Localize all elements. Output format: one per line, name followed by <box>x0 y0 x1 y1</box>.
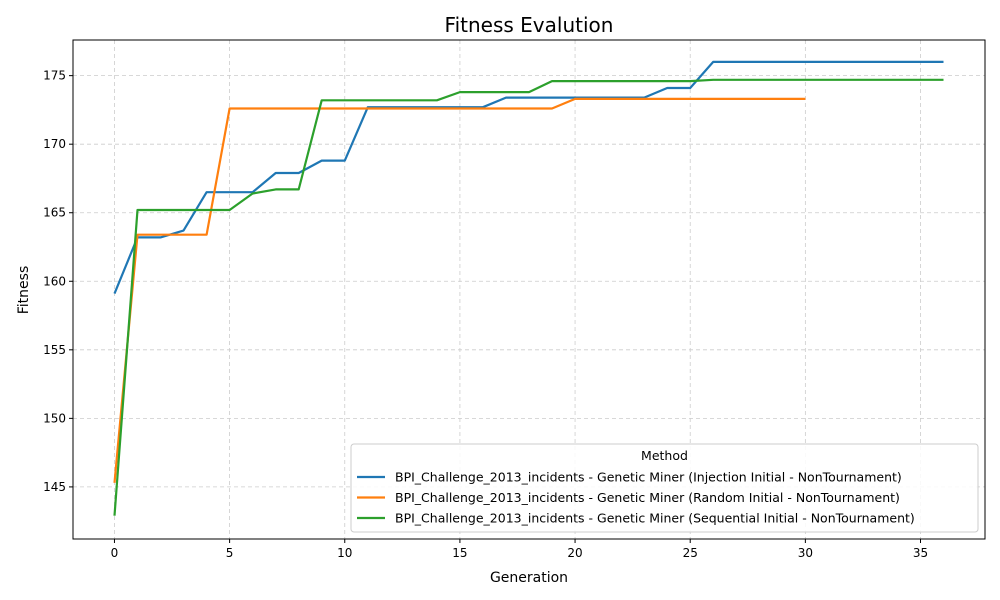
x-tick-label: 20 <box>567 546 582 560</box>
series-line-2 <box>113 97 806 483</box>
series-line-3 <box>113 78 944 516</box>
y-tick-label: 145 <box>43 480 66 494</box>
x-tick-label: 35 <box>913 546 928 560</box>
legend-box <box>350 443 979 533</box>
legend-label-2: BPI_Challenge_2013_incidents - Genetic M… <box>395 490 900 505</box>
y-tick-label: 155 <box>43 343 66 357</box>
x-tick-label: 15 <box>452 546 467 560</box>
y-tick-label: 165 <box>43 206 66 220</box>
x-tick-label: 5 <box>226 546 234 560</box>
y-tick-label: 175 <box>43 69 66 83</box>
series-lines <box>113 60 944 516</box>
chart-title: Fitness Evalution <box>445 13 614 37</box>
x-tick-label: 25 <box>683 546 698 560</box>
x-tick-label: 30 <box>798 546 813 560</box>
y-tick-label: 160 <box>43 274 66 288</box>
y-axis-label: Fitness <box>16 266 32 315</box>
legend: Method BPI_Challenge_2013_incidents - Ge… <box>350 443 979 533</box>
series-line-1 <box>113 60 944 295</box>
x-axis-ticks: 0 5 10 15 20 25 30 35 <box>111 539 928 560</box>
x-axis-label: Generation <box>490 570 568 586</box>
y-tick-label: 150 <box>43 411 66 425</box>
legend-label-3: BPI_Challenge_2013_incidents - Genetic M… <box>395 511 915 526</box>
y-tick-label: 170 <box>43 137 66 151</box>
y-axis-ticks: 145 150 155 160 165 170 175 <box>43 69 73 494</box>
plot-area-frame <box>72 39 986 540</box>
x-tick-label: 10 <box>337 546 352 560</box>
x-tick-label: 0 <box>111 546 119 560</box>
legend-title: Method <box>641 448 688 463</box>
legend-label-1: BPI_Challenge_2013_incidents - Genetic M… <box>395 470 902 485</box>
